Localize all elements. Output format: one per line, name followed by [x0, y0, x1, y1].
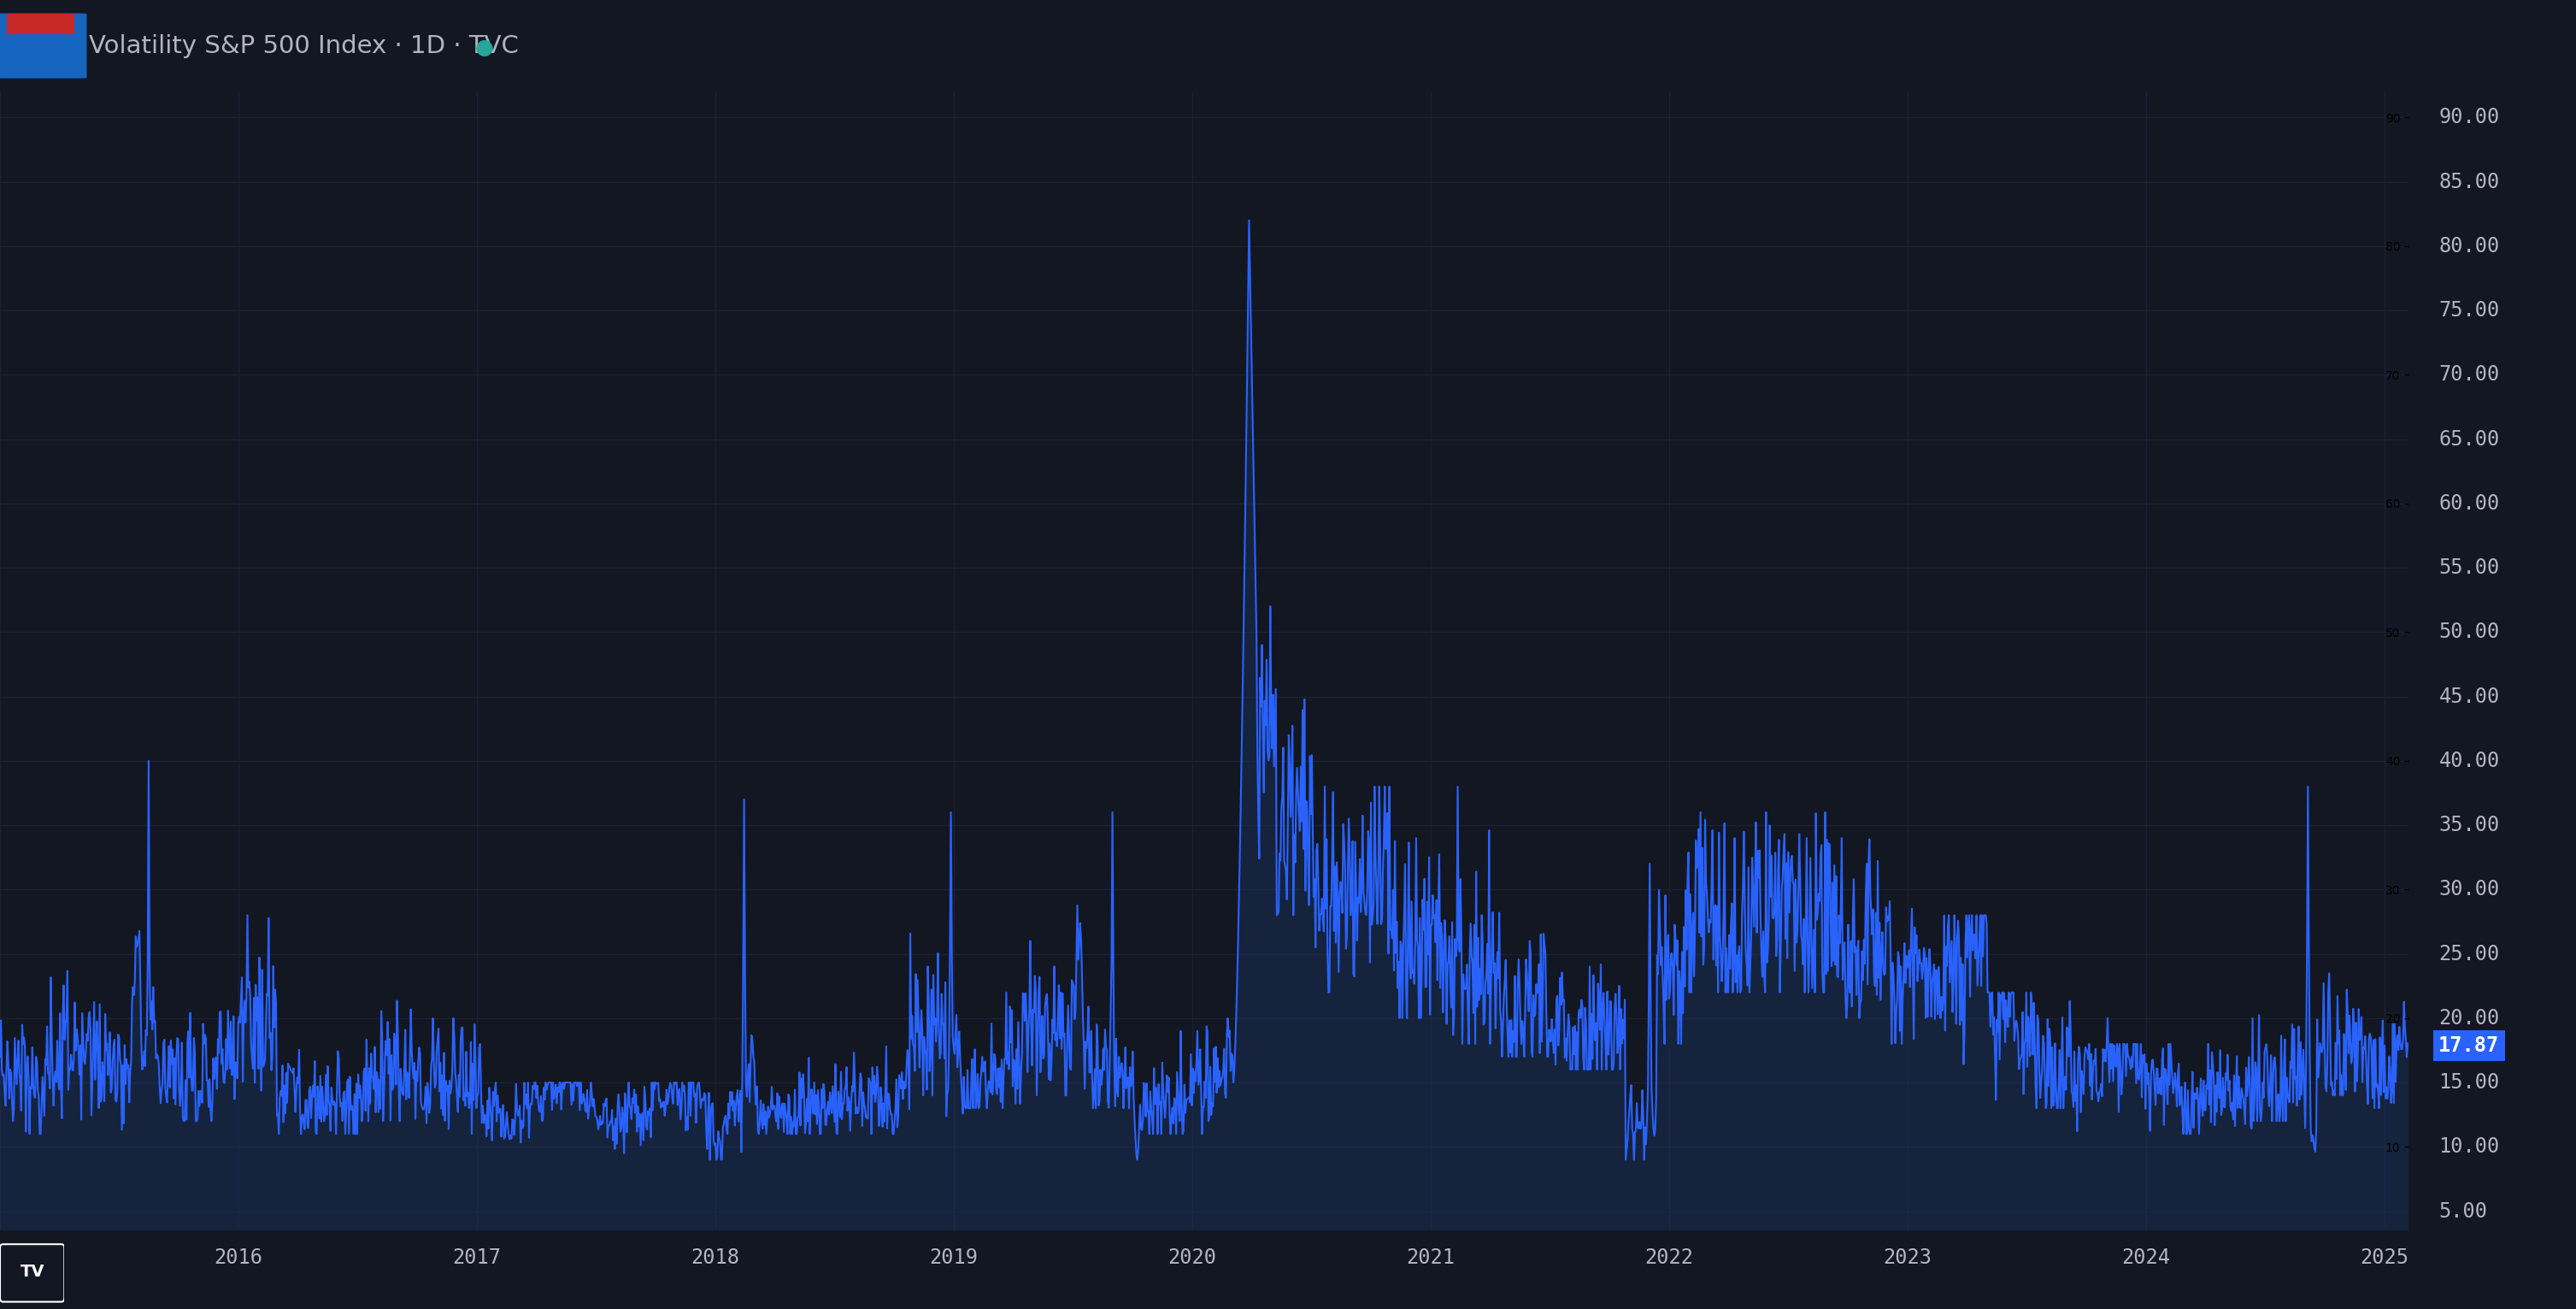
Text: 80.00: 80.00 [2439, 236, 2499, 257]
Text: 2023: 2023 [1883, 1247, 1932, 1268]
Text: 2021: 2021 [1406, 1247, 1455, 1268]
Text: 70.00: 70.00 [2439, 364, 2499, 385]
Text: Volatility S&P 500 Index · 1D · TVC: Volatility S&P 500 Index · 1D · TVC [90, 34, 518, 58]
Text: 45.00: 45.00 [2439, 686, 2499, 707]
Text: 2025: 2025 [2360, 1247, 2409, 1268]
Text: 75.00: 75.00 [2439, 300, 2499, 321]
Bar [8, 14, 75, 34]
Text: 2017: 2017 [453, 1247, 502, 1268]
Text: 35.00: 35.00 [2439, 816, 2499, 835]
Text: 30.00: 30.00 [2439, 880, 2499, 899]
Text: 2020: 2020 [1167, 1247, 1216, 1268]
Text: 25.00: 25.00 [2439, 944, 2499, 963]
Text: 5.00: 5.00 [2439, 1200, 2488, 1221]
Text: 20.00: 20.00 [2439, 1008, 2499, 1029]
Text: 17.87: 17.87 [2439, 1035, 2499, 1056]
FancyBboxPatch shape [0, 13, 88, 79]
Text: 2016: 2016 [214, 1247, 263, 1268]
Text: 90.00: 90.00 [2439, 107, 2499, 127]
Text: 2018: 2018 [690, 1247, 739, 1268]
Text: TV: TV [21, 1263, 44, 1280]
Text: 2019: 2019 [930, 1247, 979, 1268]
Text: 2024: 2024 [2123, 1247, 2172, 1268]
Text: 40.00: 40.00 [2439, 750, 2499, 771]
Text: 15.00: 15.00 [2439, 1072, 2499, 1093]
Text: 65.00: 65.00 [2439, 429, 2499, 449]
Text: 2022: 2022 [1646, 1247, 1692, 1268]
Text: 50.00: 50.00 [2439, 622, 2499, 643]
FancyBboxPatch shape [0, 1244, 64, 1301]
Text: 2015: 2015 [0, 1247, 23, 1268]
Text: 10.00: 10.00 [2439, 1136, 2499, 1157]
Text: 85.00: 85.00 [2439, 171, 2499, 192]
Text: 60.00: 60.00 [2439, 493, 2499, 513]
Text: 55.00: 55.00 [2439, 558, 2499, 579]
Text: ●: ● [474, 38, 492, 58]
